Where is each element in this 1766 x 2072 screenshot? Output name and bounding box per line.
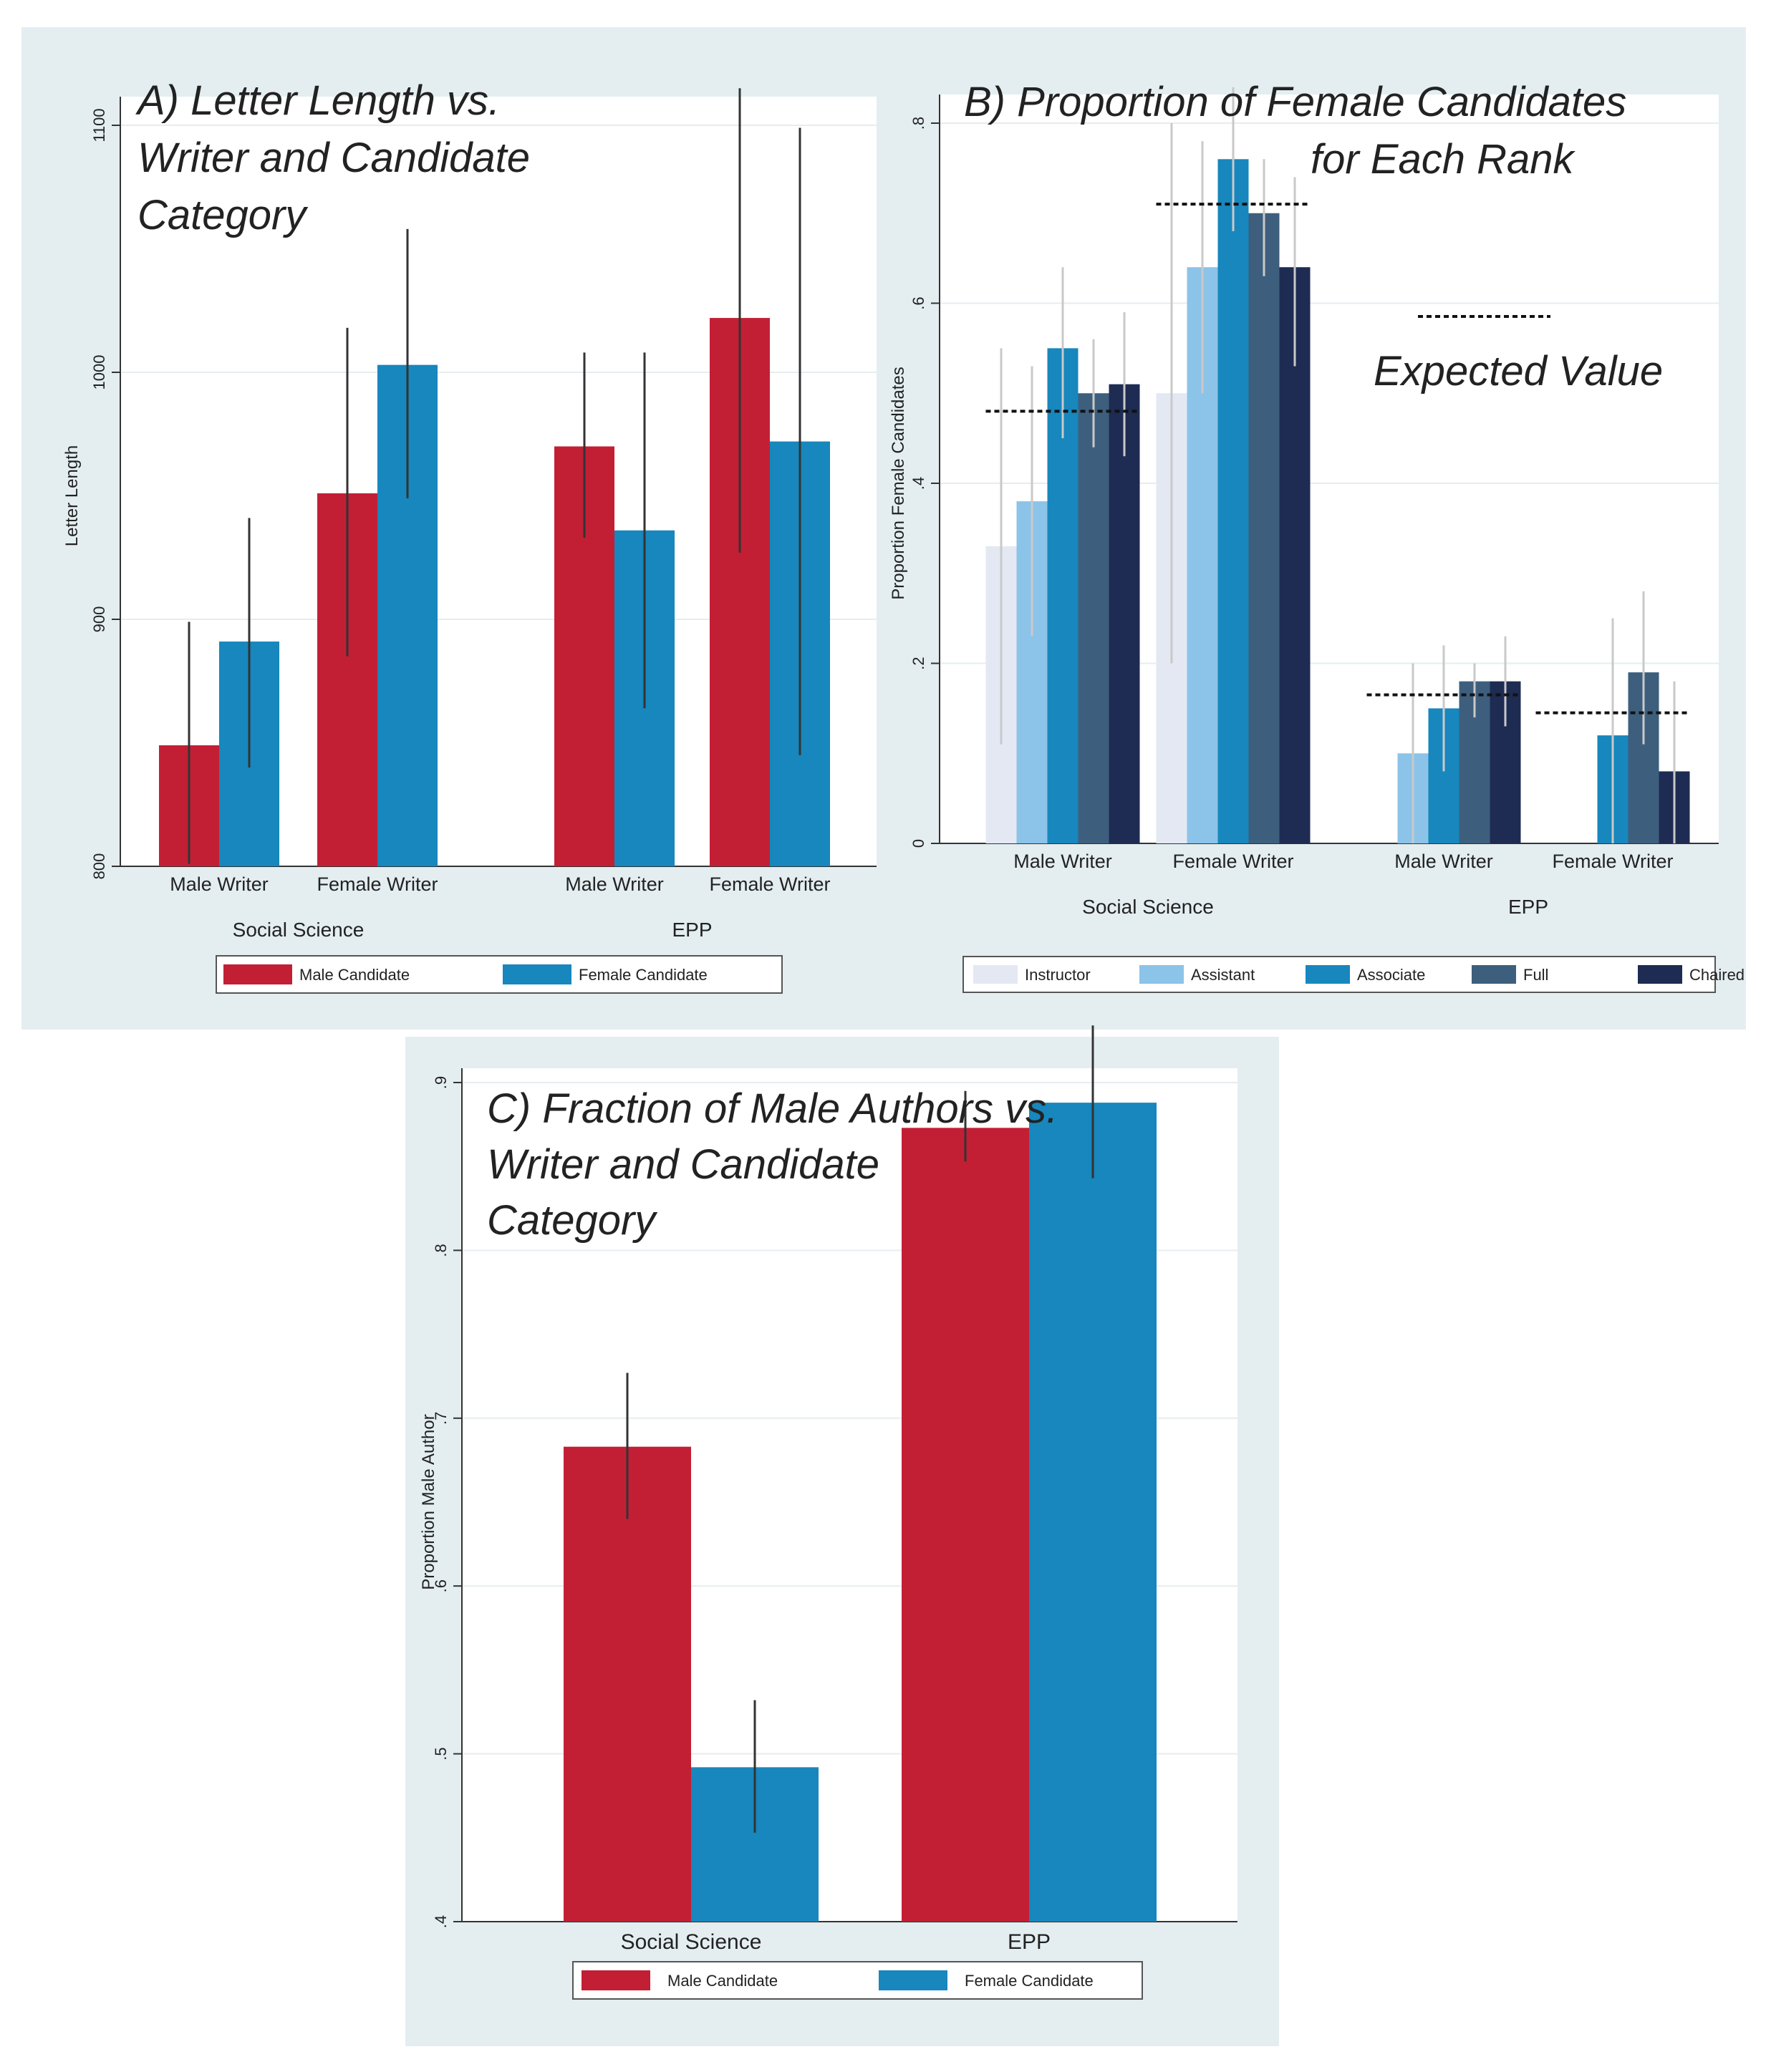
legend-swatch	[223, 964, 292, 984]
chart-title-line: A) Letter Length vs.	[135, 77, 500, 124]
chart-title-line: Writer and Candidate	[137, 135, 530, 181]
y-tick-label: .9	[432, 1076, 450, 1089]
bar	[1217, 159, 1249, 844]
y-tick-label: .4	[909, 477, 927, 490]
legend-swatch	[1472, 965, 1516, 984]
x-tick-label: Male Writer	[1394, 851, 1493, 872]
y-axis-label: Proportion Male Author	[419, 1414, 438, 1589]
legend-label: Female Candidate	[965, 1972, 1094, 1990]
legend-label: Male Candidate	[667, 1972, 778, 1990]
y-tick-label: .6	[432, 1579, 450, 1592]
chart-b: 0 .2 .4 .6 .8 Proportion Female Candidates Mal…	[889, 79, 1745, 993]
bar	[902, 1128, 1029, 1922]
y-tick-label: .7	[432, 1412, 450, 1425]
legend-label: Full	[1523, 966, 1548, 984]
legend-swatch	[1139, 965, 1184, 984]
bar	[1248, 213, 1280, 843]
group-label: Social Science	[233, 919, 365, 941]
chart-title-line: Category	[487, 1197, 657, 1244]
y-tick-label: .4	[432, 1915, 450, 1928]
y-tick-label: 1000	[90, 355, 108, 390]
y-tick-label: .2	[909, 657, 927, 669]
chart-title-line: B) Proportion of Female Candidates	[964, 79, 1626, 125]
legend-swatch	[503, 964, 571, 984]
y-tick-label: 900	[90, 606, 108, 633]
bar	[564, 1446, 691, 1922]
x-tick-label: Male Writer	[565, 873, 664, 895]
bar	[1029, 1103, 1157, 1922]
y-tick-label: 1100	[90, 108, 108, 142]
legend-swatch	[879, 1970, 947, 1990]
x-tick-label: Social Science	[621, 1930, 762, 1954]
legend-label: Female Candidate	[579, 966, 708, 984]
chart-title-line: C) Fraction of Male Authors vs.	[487, 1085, 1058, 1132]
bar	[1078, 393, 1109, 843]
chart-title-line: Writer and Candidate	[487, 1141, 879, 1188]
x-tick-label: Female Writer	[709, 873, 830, 895]
x-tick-label: Female Writer	[1172, 851, 1293, 872]
legend-swatch	[1306, 965, 1350, 984]
x-tick-label: Male Writer	[1013, 851, 1112, 872]
legend-box	[216, 955, 783, 994]
x-tick-label: Female Writer	[317, 873, 438, 895]
y-axis-label: Proportion Female Candidates	[889, 367, 908, 600]
legend-label: Associate	[1357, 966, 1425, 984]
legend-box	[572, 1961, 1143, 2000]
chart-c: .4 .5 .6 .7 .8 .9 Proportion Male Author Social…	[419, 1025, 1237, 2000]
bar	[1109, 384, 1140, 843]
legend-label: Assistant	[1191, 966, 1255, 984]
y-tick-label: .8	[432, 1244, 450, 1257]
y-tick-label: .5	[432, 1747, 450, 1760]
x-tick-label: Male Writer	[170, 873, 269, 895]
legend-label: Male Candidate	[299, 966, 410, 984]
x-tick-label: EPP	[1008, 1930, 1051, 1954]
expected-value-label: Expected Value	[1374, 348, 1663, 394]
legend-swatch	[973, 965, 1018, 984]
legend-swatch	[582, 1970, 650, 1990]
chart-a: 800 900 1000 1100 Letter Length Male Writer Fe…	[62, 77, 877, 994]
y-tick-label: 0	[909, 839, 927, 848]
y-tick-label: .8	[909, 117, 927, 130]
y-axis-label: Letter Length	[62, 445, 82, 546]
y-tick-label: .6	[909, 296, 927, 309]
legend-label: Chaired	[1689, 966, 1745, 984]
legend-label: Instructor	[1025, 966, 1091, 984]
group-label: Social Science	[1082, 896, 1214, 918]
x-tick-label: Female Writer	[1552, 851, 1673, 872]
chart-title-line: Category	[137, 192, 308, 238]
group-label: EPP	[1508, 896, 1548, 918]
y-tick-label: 800	[90, 853, 108, 880]
legend-swatch	[1638, 965, 1682, 984]
group-label: EPP	[672, 919, 712, 941]
chart-title-line: for Each Rank	[1311, 136, 1576, 183]
